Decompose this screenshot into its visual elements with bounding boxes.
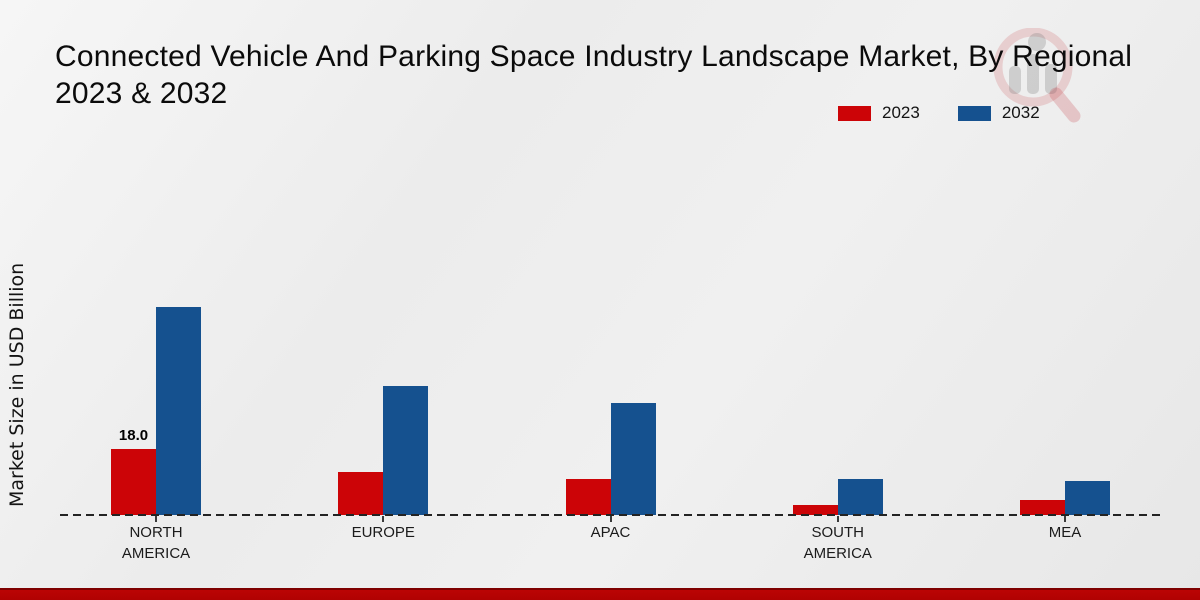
legend-item-2032: 2032	[957, 103, 1040, 123]
x-axis-category-label-mea: MEA	[1048, 524, 1082, 541]
watermark-person-head-icon	[1028, 33, 1046, 51]
watermark-magnifier-handle-icon	[1049, 87, 1081, 123]
watermark-magnifier-lens-icon	[993, 28, 1073, 107]
bar-2023-apac	[565, 478, 611, 515]
bar-2023-south-america	[792, 504, 838, 515]
legend: 2023 2032	[838, 103, 1040, 123]
legend-item-2023: 2023	[838, 103, 920, 123]
bottom-red-band	[0, 588, 1200, 600]
bar-2032-mea	[1065, 480, 1110, 515]
bar-2023-europe	[338, 471, 384, 515]
x-axis-tick-apac	[609, 516, 612, 522]
bar-2032-south-america	[837, 479, 883, 515]
x-axis-category-label-apac: APAC	[590, 524, 631, 541]
x-axis-tick-mea	[1064, 516, 1066, 522]
watermark-bar-icon	[1009, 66, 1021, 94]
bar-2032-europe	[383, 385, 429, 515]
x-axis-category-label-south-america: SOUTH AMERICA	[803, 524, 872, 562]
legend-label-2032: 2032	[1001, 103, 1040, 122]
chart-title-line2: 2023 & 2032	[55, 77, 228, 110]
bar-2032-north-america	[156, 306, 201, 515]
chart-title: Connected Vehicle And Parking Space Indu…	[55, 38, 1200, 112]
x-axis-category-label-europe: EUROPE	[351, 524, 415, 541]
bar-2032-apac	[610, 403, 656, 515]
chart-title-line1: Connected Vehicle And Parking Space Indu…	[55, 40, 1133, 73]
x-axis-line	[60, 514, 1163, 516]
x-axis-category-label-north-america: NORTH AMERICA	[121, 524, 191, 562]
legend-swatch-2032	[957, 105, 991, 121]
bar-2023-north-america	[111, 449, 156, 515]
x-axis-tick-south-america	[836, 516, 839, 522]
x-axis-tick-europe	[382, 516, 385, 522]
bar-2023-mea	[1020, 500, 1065, 515]
legend-label-2023: 2023	[882, 103, 920, 122]
watermark-bar-icon	[1045, 64, 1057, 94]
bar-value-label: 18.0	[118, 427, 149, 445]
watermark-bar-icon	[1027, 54, 1039, 94]
legend-swatch-2023	[838, 105, 871, 121]
y-axis-label: Market Size in USD Billion	[6, 262, 28, 508]
x-axis-tick-north-america	[155, 516, 157, 522]
mrfr-logo-watermark	[993, 28, 1081, 123]
